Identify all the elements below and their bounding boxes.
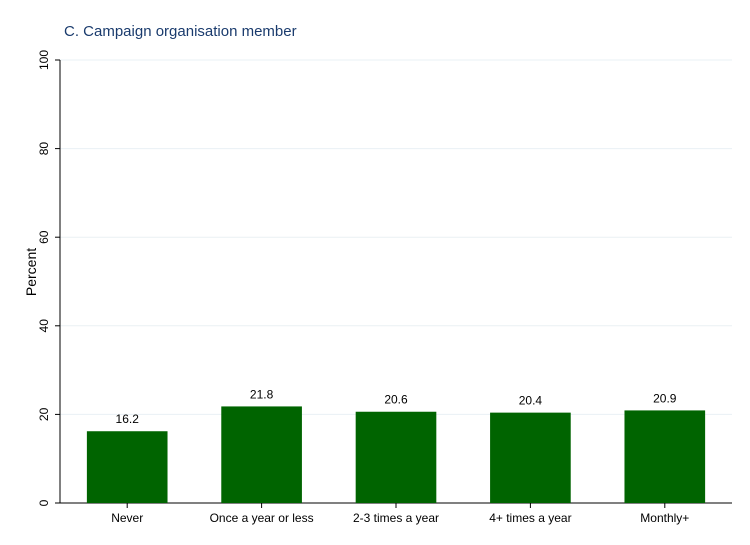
- bar: [490, 412, 571, 503]
- plot-area: 0 20 40 60 80 100 16.2 Never 21.8 Once a year or …: [37, 50, 732, 525]
- bar-value-label: 16.2: [116, 412, 140, 426]
- y-tick-label: 20: [37, 407, 51, 421]
- bar: [221, 406, 302, 503]
- x-tick-label: Once a year or less: [210, 511, 314, 525]
- y-tick-label: 40: [37, 319, 51, 333]
- x-tick-label: 2-3 times a year: [353, 511, 439, 525]
- bar-value-label: 21.8: [250, 387, 274, 401]
- x-tick-label: Never: [111, 511, 143, 525]
- y-tick-label: 100: [37, 50, 51, 70]
- y-axis-label: Percent: [23, 248, 39, 296]
- x-tick-label: 4+ times a year: [489, 511, 571, 525]
- bar: [355, 411, 437, 503]
- bar-value-label: 20.9: [653, 391, 677, 405]
- y-tick-label: 0: [37, 499, 51, 506]
- bar-value-label: 20.6: [384, 393, 408, 407]
- y-tick-label: 60: [37, 230, 51, 244]
- bar-value-label: 20.4: [519, 394, 543, 408]
- x-tick-label: Monthly+: [640, 511, 689, 525]
- bar: [624, 410, 706, 503]
- bar: [86, 431, 168, 503]
- y-tick-label: 80: [37, 142, 51, 156]
- chart-title: C. Campaign organisation member: [64, 23, 297, 40]
